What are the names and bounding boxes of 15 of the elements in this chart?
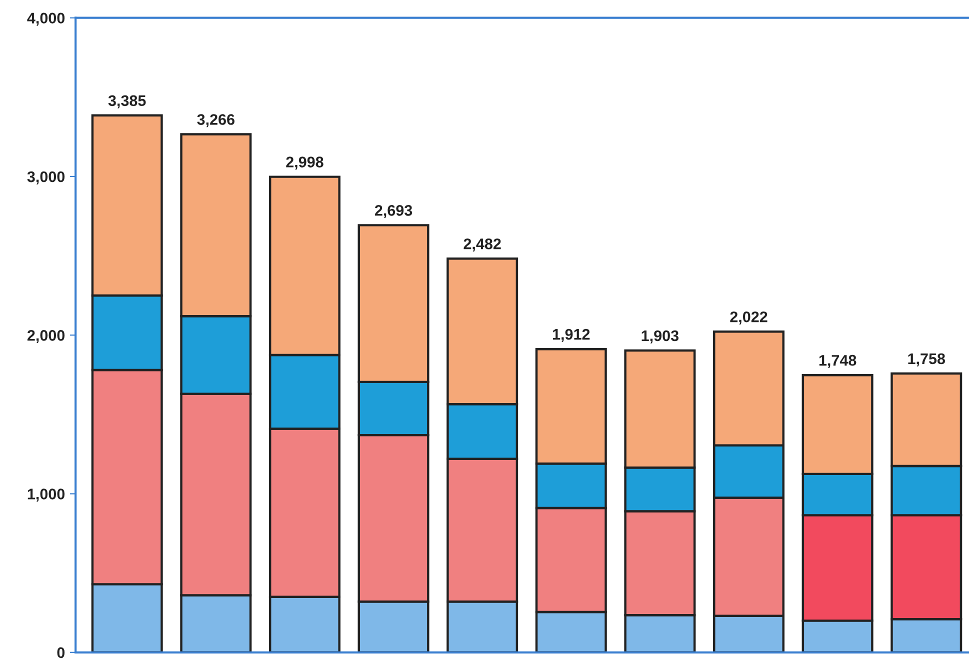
- total-label: 1,903: [642, 330, 679, 344]
- total-label: 2,022: [730, 311, 768, 324]
- y-tick-label: 3,000: [27, 171, 65, 184]
- total-label: 2,482: [464, 238, 501, 252]
- y-tick-label: 4,000: [27, 12, 65, 26]
- y-tick-label: 1,000: [28, 488, 65, 502]
- total-label: 3,266: [197, 114, 234, 128]
- total-label: 2,998: [286, 156, 324, 170]
- total-label: 1,748: [819, 354, 856, 368]
- total-label: 1,758: [908, 353, 946, 366]
- total-label: 2,693: [374, 205, 412, 218]
- total-label: 3,385: [108, 95, 146, 108]
- y-tick-label: 2,000: [27, 330, 65, 344]
- total-label: 1,912: [552, 328, 590, 342]
- y-tick-label: 0: [57, 647, 65, 658]
